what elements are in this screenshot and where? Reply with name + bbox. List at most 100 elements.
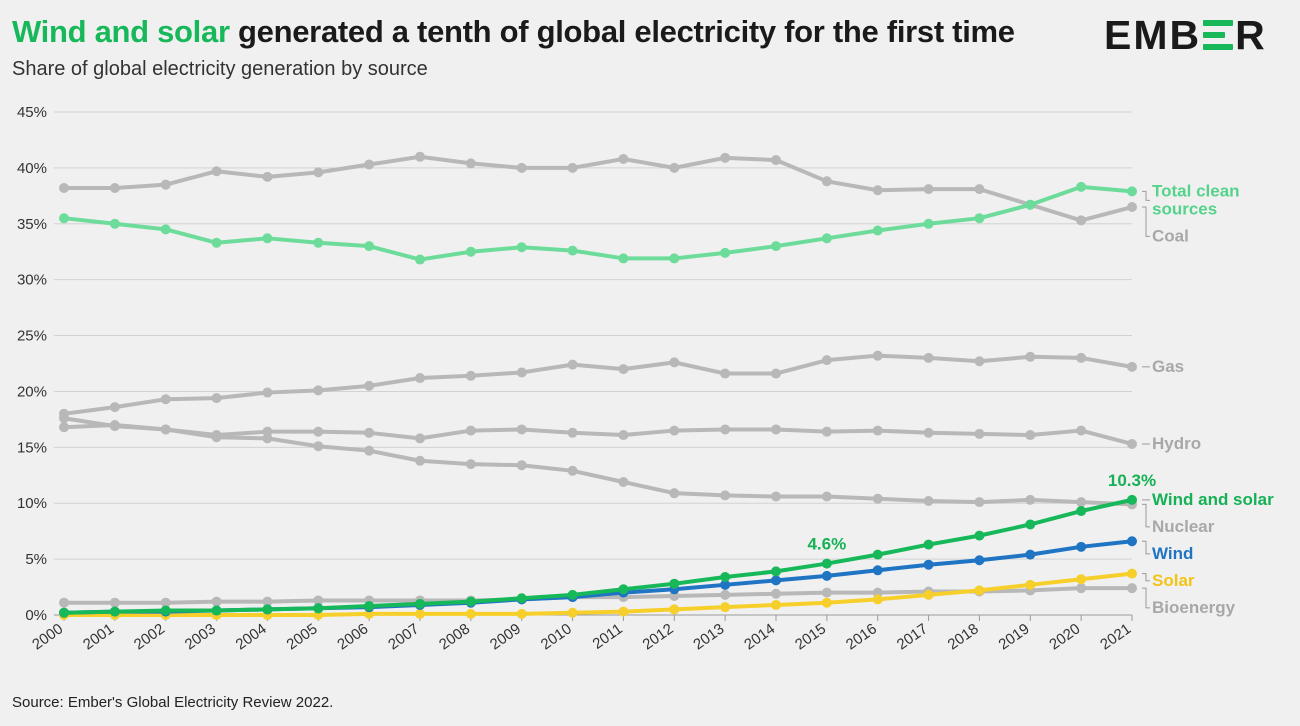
data-point-wind-and-solar-2003 <box>211 605 222 616</box>
series-label-text-bioenergy: Bioenergy <box>1152 598 1236 617</box>
data-point-solar-2017 <box>923 589 934 600</box>
data-point-nuclear-2005 <box>313 441 324 452</box>
data-point-bioenergy-2003 <box>211 596 222 607</box>
data-point-bioenergy-2005 <box>313 595 324 606</box>
series-wind <box>59 536 1137 618</box>
series-hydro <box>59 419 1137 449</box>
series-label-solar: Solar <box>1142 571 1195 590</box>
data-point-total-clean-sources-2004 <box>262 233 273 244</box>
data-point-wind-and-solar-2010 <box>567 589 578 600</box>
label-connector-coal <box>1142 206 1150 237</box>
data-point-nuclear-2012 <box>669 488 680 499</box>
data-point-total-clean-sources-2011 <box>618 253 629 264</box>
x-tick-label-2010: 2010 <box>538 620 575 653</box>
y-tick-label-40: 40% <box>17 160 47 177</box>
data-point-hydro-2015 <box>821 426 832 437</box>
data-point-coal-2015 <box>821 176 832 187</box>
x-tick-label-2011: 2011 <box>590 620 626 652</box>
chart-title: Wind and solar generated a tenth of glob… <box>12 14 1015 50</box>
data-point-bioenergy-2015 <box>821 587 832 598</box>
data-point-hydro-2000 <box>59 422 69 433</box>
data-point-nuclear-2017 <box>923 495 934 506</box>
data-point-wind-2013 <box>720 579 731 590</box>
annotation-4-6: 4.6% <box>807 535 846 554</box>
data-point-coal-2002 <box>160 179 171 190</box>
data-point-bioenergy-2021 <box>1127 583 1137 594</box>
data-point-wind-2018 <box>974 555 985 566</box>
source-note: Source: Ember's Global Electricity Revie… <box>12 694 334 711</box>
chart-annotations: 4.6% 10.3% <box>807 471 1156 554</box>
data-point-solar-2015 <box>821 597 832 608</box>
data-point-coal-2020 <box>1076 215 1087 226</box>
y-tick-label-0: 0% <box>25 607 47 624</box>
data-point-nuclear-2007 <box>415 455 425 466</box>
data-point-nuclear-2000 <box>59 413 69 424</box>
data-point-coal-2010 <box>567 162 578 173</box>
data-point-total-clean-sources-2002 <box>160 224 171 235</box>
series-label-wind-and-solar: Wind and solar <box>1142 490 1274 509</box>
series-coal <box>59 151 1137 226</box>
data-point-gas-2003 <box>211 393 222 404</box>
label-connector-wind <box>1142 540 1150 555</box>
data-point-nuclear-2001 <box>109 421 120 432</box>
series-label-text-wind-and-solar: Wind and solar <box>1152 490 1274 509</box>
series-wind-and-solar <box>59 494 1137 618</box>
data-point-nuclear-2003 <box>211 432 222 443</box>
data-point-coal-2007 <box>415 151 425 162</box>
label-connector-nuclear <box>1142 503 1150 528</box>
x-tick-label-2013: 2013 <box>690 620 727 653</box>
data-point-bioenergy-2013 <box>720 589 731 600</box>
y-axis: 0% 5% 10% 15% 20% 25% 30% 35% 40% 45% <box>17 104 47 624</box>
data-point-solar-2016 <box>872 594 883 605</box>
data-point-wind-2016 <box>872 565 883 576</box>
title-highlight: Wind and solar <box>12 14 230 49</box>
data-point-wind-and-solar-2013 <box>720 571 731 582</box>
y-tick-label-35: 35% <box>17 216 47 233</box>
title-rest: generated a tenth of global electricity … <box>229 14 1015 49</box>
data-point-solar-2012 <box>669 604 680 615</box>
data-point-gas-2014 <box>771 368 781 379</box>
data-point-gas-2018 <box>974 356 985 367</box>
data-point-nuclear-2019 <box>1025 494 1036 505</box>
data-point-coal-2000 <box>59 183 69 194</box>
series-label-text-coal: Coal <box>1152 226 1189 245</box>
data-point-total-clean-sources-2001 <box>109 218 120 229</box>
data-point-total-clean-sources-2003 <box>211 237 222 248</box>
chart-series <box>59 151 1137 620</box>
data-point-bioenergy-2014 <box>771 588 781 599</box>
data-point-total-clean-sources-2018 <box>974 213 985 224</box>
data-point-coal-2016 <box>872 185 883 196</box>
data-point-wind-and-solar-2020 <box>1076 506 1087 517</box>
data-point-hydro-2006 <box>364 427 375 438</box>
data-point-hydro-2016 <box>872 425 883 436</box>
data-point-bioenergy-2002 <box>160 597 171 608</box>
data-point-nuclear-2013 <box>720 490 731 501</box>
x-tick-label-2009: 2009 <box>487 620 524 653</box>
data-point-total-clean-sources-2013 <box>720 247 731 258</box>
data-point-solar-2018 <box>974 585 985 596</box>
data-point-coal-2011 <box>618 153 629 164</box>
x-tick-label-2021: 2021 <box>1097 620 1134 653</box>
label-connector-total-clean-sources <box>1142 190 1150 201</box>
series-nuclear <box>59 413 1137 510</box>
data-point-hydro-2011 <box>618 430 629 441</box>
data-point-solar-2013 <box>720 602 731 613</box>
series-line-hydro <box>62 422 1134 446</box>
x-tick-label-2015: 2015 <box>792 620 829 653</box>
data-point-nuclear-2014 <box>771 491 781 502</box>
y-tick-label-45: 45% <box>17 104 47 121</box>
data-point-hydro-2020 <box>1076 425 1087 436</box>
y-tick-label-30: 30% <box>17 272 47 289</box>
data-point-total-clean-sources-2000 <box>59 213 69 224</box>
data-point-coal-2008 <box>465 158 476 169</box>
data-point-gas-2004 <box>262 387 273 398</box>
y-tick-label-10: 10% <box>17 495 47 512</box>
data-point-wind-2019 <box>1025 549 1036 560</box>
data-point-gas-2013 <box>720 368 731 379</box>
data-point-gas-2021 <box>1127 361 1137 372</box>
annotation-10-3: 10.3% <box>1108 471 1156 490</box>
data-point-hydro-2005 <box>313 426 324 437</box>
series-line-nuclear <box>62 416 1134 507</box>
data-point-nuclear-2009 <box>516 460 527 471</box>
